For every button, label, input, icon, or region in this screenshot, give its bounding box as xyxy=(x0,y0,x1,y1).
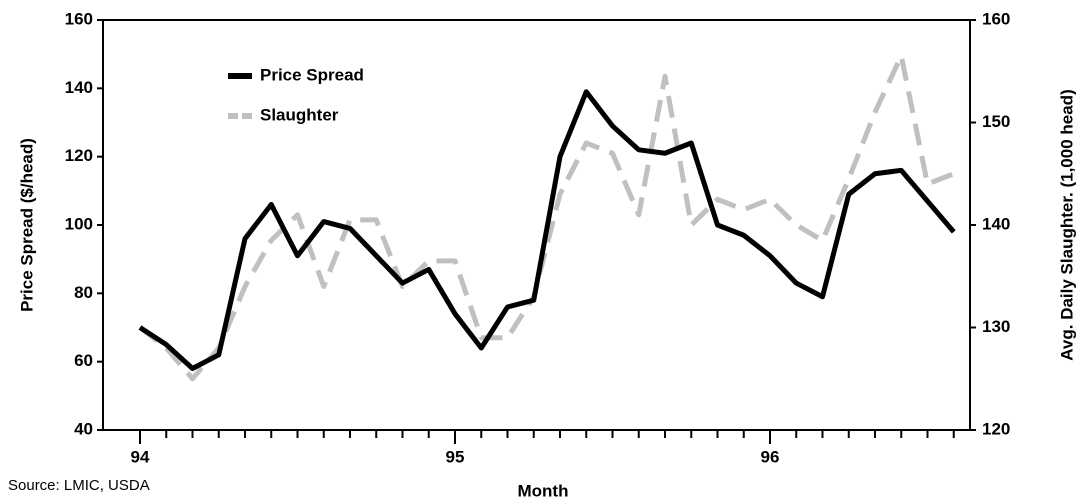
y-tick-label: 160 xyxy=(65,9,93,28)
x-axis-label: Month xyxy=(518,481,569,500)
y2-tick-label: 130 xyxy=(982,317,1010,336)
source: Source: LMIC, USDA xyxy=(8,477,150,494)
x-tick-label: 94 xyxy=(131,447,150,466)
y2-tick-label: 150 xyxy=(982,112,1010,131)
y-axis-label: Price Spread ($/head) xyxy=(17,138,36,312)
legend-label: Price Spread xyxy=(260,65,364,84)
y-tick-label: 100 xyxy=(65,214,93,233)
y-tick-label: 80 xyxy=(74,283,93,302)
y2-axis-label: Avg. Daily Slaughter. (1,000 head) xyxy=(1057,89,1076,360)
y2-tick-label: 140 xyxy=(982,214,1010,233)
series-line xyxy=(138,89,956,371)
y2-tick-label: 160 xyxy=(982,9,1010,28)
x-tick-label: 95 xyxy=(446,447,465,466)
y-tick-label: 120 xyxy=(65,146,93,165)
y-tick-label: 140 xyxy=(65,78,93,97)
y-tick-label: 60 xyxy=(74,351,93,370)
legend-label: Slaughter xyxy=(260,105,339,124)
y-tick-label: 40 xyxy=(74,419,93,438)
x-tick-label: 96 xyxy=(761,447,780,466)
series-line xyxy=(138,53,955,382)
y2-tick-label: 120 xyxy=(982,419,1010,438)
